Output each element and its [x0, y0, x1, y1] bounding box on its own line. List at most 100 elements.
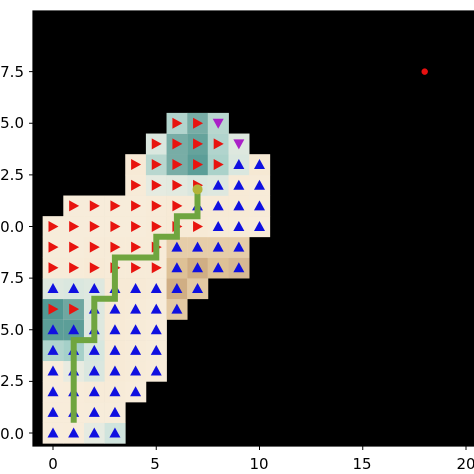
policy-arrow-right [172, 179, 183, 191]
policy-arrow-right [69, 200, 80, 212]
x-tick-label-20: 20 [456, 455, 474, 473]
policy-arrow-right [48, 241, 59, 253]
policy-arrow-up [150, 282, 162, 293]
y-tick-labels: 0.0 2.5 5.0 7.5 10.0 12.5 15.0 17.5 [0, 63, 24, 443]
y-tick-label-7-5: 7.5 [0, 269, 24, 287]
policy-arrow-up [130, 282, 142, 293]
policy-arrow-up [109, 386, 121, 397]
policy-arrow-up [130, 365, 142, 376]
policy-arrow-up [88, 365, 100, 376]
y-tick-label-5: 5.0 [0, 321, 24, 339]
policy-arrow-up [212, 200, 224, 211]
policy-arrow-up [254, 221, 265, 231]
policy-arrow-up [47, 427, 59, 438]
axes-frame [32, 10, 474, 447]
y-tick-label-0: 0.0 [0, 425, 24, 443]
policy-arrow-right [110, 221, 121, 232]
policy-arrow-right [69, 221, 80, 232]
policy-arrow-up [192, 262, 204, 273]
policy-arrow-right [172, 117, 183, 129]
policy-arrow-up [130, 324, 142, 335]
policy-arrow-down [233, 139, 245, 150]
x-tick-label-0: 0 [48, 455, 58, 473]
policy-arrow-up [47, 282, 59, 293]
policy-arrow-up [109, 365, 121, 376]
policy-arrow-up [150, 365, 162, 376]
policy-arrow-down [212, 118, 224, 129]
y-tick-label-2-5: 2.5 [0, 372, 24, 390]
policy-arrow-up [130, 344, 142, 355]
policy-arrow-right [69, 241, 80, 253]
policy-arrow-up [233, 262, 245, 273]
policy-arrow-right [131, 221, 142, 232]
policy-arrow-right [213, 138, 224, 150]
policy-arrow-up [109, 303, 121, 314]
policy-arrow-up [171, 241, 183, 252]
policy-arrow-right [131, 159, 142, 171]
policy-arrow-up [254, 179, 265, 190]
policy-arrow-right [48, 262, 59, 274]
policy-arrow-right [193, 159, 204, 171]
policy-arrow-right [172, 200, 183, 212]
policy-arrow-right [89, 200, 100, 212]
policy-arrow-up [109, 427, 121, 438]
policy-arrow-right [89, 221, 100, 232]
x-tick-label-15: 15 [352, 455, 371, 473]
policy-arrow-up [109, 406, 121, 417]
policy-arrow-right [48, 303, 59, 315]
policy-arrow-right [193, 117, 204, 129]
policy-arrow-up [192, 241, 204, 252]
policy-arrow-up [171, 262, 183, 273]
policy-arrow-right [89, 241, 100, 253]
policy-arrow-right [213, 159, 224, 171]
policy-arrow-up [171, 303, 183, 314]
x-tick-label-5: 5 [150, 455, 160, 473]
policy-arrow-up [233, 241, 245, 252]
policy-arrow-right [131, 262, 142, 274]
policy-arrow-right [89, 262, 100, 274]
policy-arrow-right [151, 179, 162, 191]
policy-arrow-right [48, 221, 59, 232]
policy-arrow-up [212, 262, 224, 273]
x-tick-label-10: 10 [249, 455, 268, 473]
policy-arrow-right [151, 262, 162, 274]
policy-arrow-right [69, 303, 80, 315]
policy-arrow-up [88, 427, 100, 438]
policy-arrow-up [47, 365, 59, 376]
policy-arrow-up [212, 179, 224, 190]
policy-arrow-up [233, 179, 245, 190]
policy-arrow-up [47, 324, 59, 335]
policy-arrow-right [151, 159, 162, 171]
axis-ticks [29, 71, 467, 450]
policy-arrow-right [172, 138, 183, 150]
policy-arrow-up [47, 344, 59, 355]
policy-arrow-up [233, 221, 245, 231]
policy-arrow-up [88, 282, 100, 293]
policy-arrow-up [88, 406, 100, 417]
policy-arrow-right [151, 138, 162, 150]
policy-arrow-up [68, 324, 80, 335]
policy-arrow-right [151, 200, 162, 212]
policy-arrow-right [131, 241, 142, 253]
policy-arrow-up [68, 427, 80, 438]
policy-arrow-up [68, 282, 80, 293]
policy-arrow-right [172, 159, 183, 171]
policy-arrow-up [130, 303, 142, 314]
y-tick-label-10: 10.0 [0, 218, 24, 236]
policy-arrow-up [47, 406, 59, 417]
x-tick-labels: 0 5 10 15 20 [48, 455, 474, 473]
policy-arrow-up [212, 221, 224, 231]
policy-arrow-up [254, 200, 265, 211]
policy-arrow-right [151, 221, 162, 232]
policy-arrow-up [150, 303, 162, 314]
start-marker [192, 184, 203, 195]
policy-arrow-up [88, 386, 100, 397]
y-tick-label-17-5: 17.5 [0, 63, 24, 81]
policy-arrow-up [109, 324, 121, 335]
policy-arrow-up [233, 159, 245, 170]
policy-arrow-right [69, 262, 80, 274]
policy-arrow-up [171, 282, 183, 293]
goal-point [421, 68, 428, 75]
policy-arrow-up [192, 282, 204, 293]
